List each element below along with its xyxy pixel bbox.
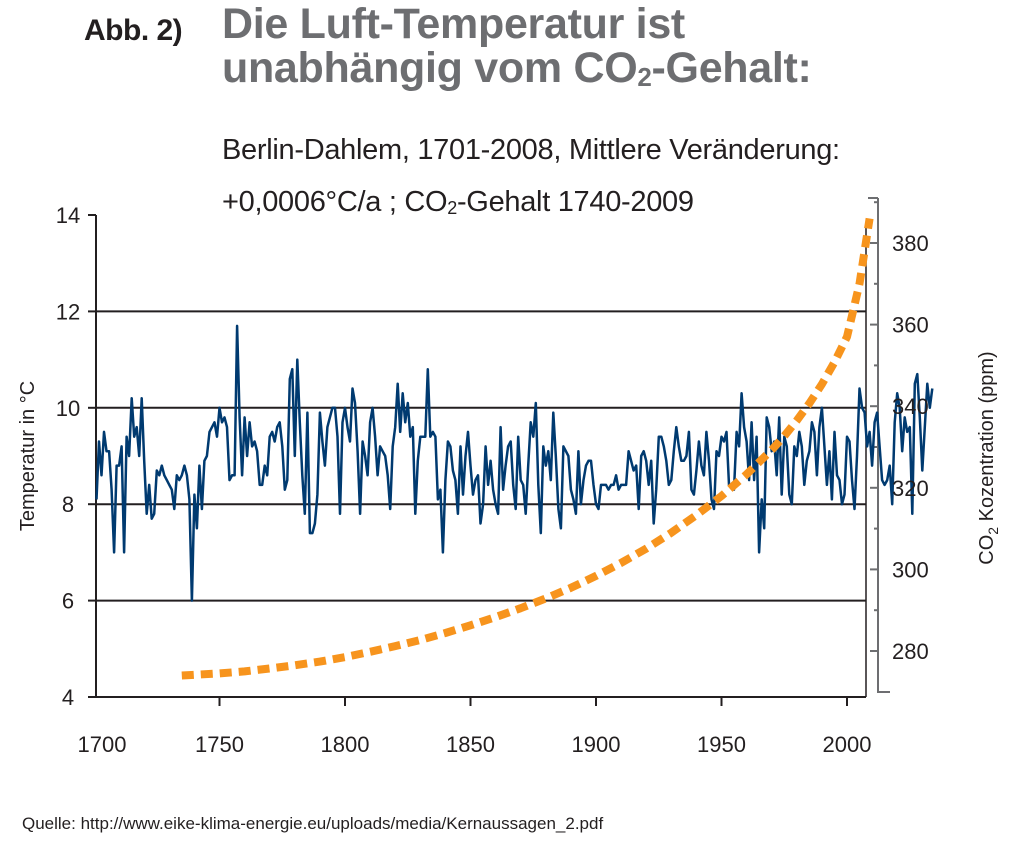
y-tick-label-left: 8: [62, 492, 74, 517]
subtitle-text-end: -Gehalt 1740-2009: [456, 186, 694, 218]
y-tick-label-right: 300: [892, 557, 929, 582]
gridlines: [96, 310, 866, 602]
chart-title-line1: Die Luft-Temperatur ist: [222, 0, 685, 48]
co2-line: [181, 217, 874, 680]
x-tick-label: 1950: [697, 732, 746, 757]
y-tick-label-left: 10: [56, 396, 80, 421]
y-tick-label-right: 340: [892, 394, 929, 419]
series-group: [95, 217, 934, 680]
x-tick-label: 1700: [78, 732, 127, 757]
title-text: unabhängig vom CO: [222, 44, 638, 92]
title-subscript: 2: [637, 62, 652, 92]
source-citation: Quelle: http://www.eike-klima-energie.eu…: [22, 814, 604, 833]
y-axis-label-right-post: Kozentration (ppm): [976, 351, 998, 527]
subtitle-text: +0,0006°C/a ; CO: [222, 186, 448, 218]
y-tick-label-right: 360: [892, 313, 929, 338]
x-tick-label: 1850: [446, 732, 495, 757]
y-axis-label-right-pre: CO: [976, 535, 998, 565]
y-tick-label-left: 4: [62, 685, 74, 710]
figure-label: Abb. 2): [84, 14, 183, 47]
y-tick-label-right: 380: [892, 231, 929, 256]
chart-subtitle: Berlin-Dahlem, 1701-2008, Mittlere Verän…: [222, 124, 840, 228]
x-tick-label: 2000: [823, 732, 872, 757]
tick-labels: 4 6 8 10 12 14 1700 1750 1800 1850 1900 1950 2000 280…: [56, 203, 929, 757]
subtitle-line1: Berlin-Dahlem, 1701-2008, Mittlere Verän…: [222, 134, 840, 166]
chart-title: Die Luft-Temperatur ist unabhängig vom C…: [222, 2, 812, 90]
y-tick-label-right: 280: [892, 639, 929, 664]
x-tick-label: 1750: [195, 732, 244, 757]
subtitle-line2: +0,0006°C/a ; CO2-Gehalt 1740-2009: [222, 176, 840, 228]
y-tick-label-right: 320: [892, 476, 929, 501]
y-tick-label-left: 6: [62, 589, 74, 614]
y-axis-label-right-sub: 2: [985, 527, 1001, 535]
temperature-line: [95, 324, 934, 602]
y-axis-label-right: CO2 Kozentration (ppm): [976, 351, 1001, 564]
subtitle-subscript: 2: [447, 198, 457, 218]
x-tick-label: 1800: [321, 732, 370, 757]
y-tick-label-left: 12: [56, 299, 80, 324]
title-text-end: -Gehalt:: [651, 44, 812, 92]
y-axis-label-left: Temperatur in °C: [17, 381, 39, 531]
chart-title-line2: unabhängig vom CO2-Gehalt:: [222, 46, 812, 90]
y-tick-label-left: 14: [56, 203, 80, 228]
x-tick-label: 1900: [572, 732, 621, 757]
axes: [88, 197, 890, 706]
